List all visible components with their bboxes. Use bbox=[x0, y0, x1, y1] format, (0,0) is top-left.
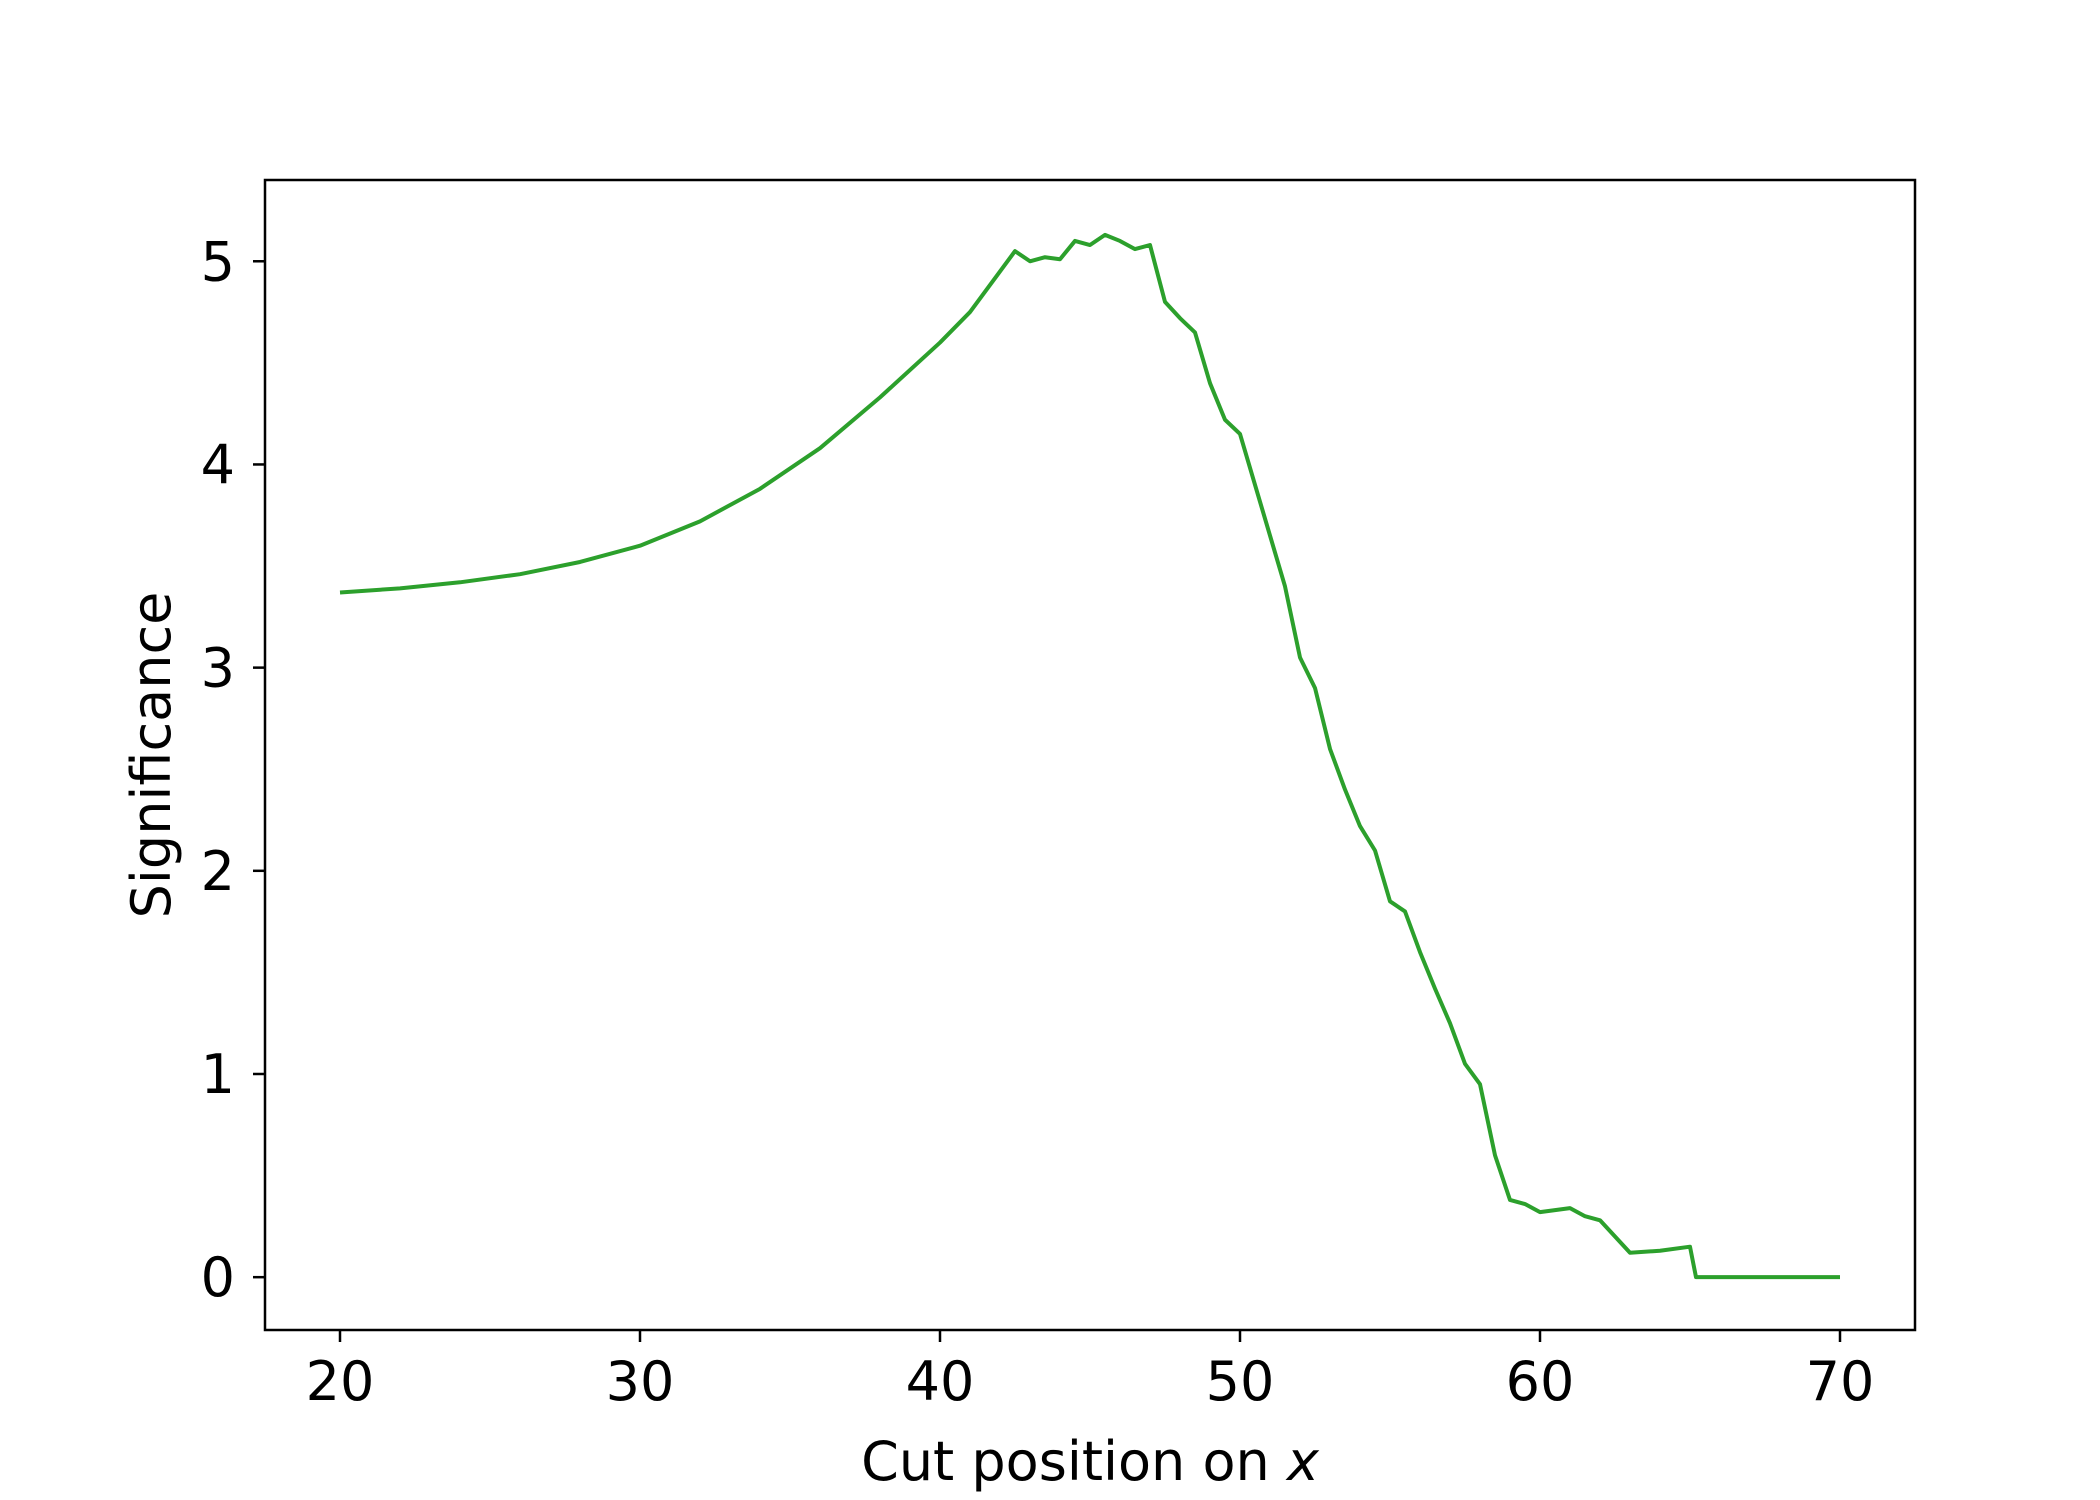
x-tick-label: 40 bbox=[906, 1350, 975, 1413]
y-tick-label: 0 bbox=[201, 1246, 235, 1309]
x-axis-ticks: 20 30 40 50 60 70 bbox=[306, 1330, 1875, 1413]
y-tick-label: 4 bbox=[201, 433, 235, 496]
y-axis-label: Significance bbox=[120, 592, 183, 919]
y-tick-label: 1 bbox=[201, 1043, 235, 1106]
x-tick-label: 60 bbox=[1506, 1350, 1575, 1413]
x-tick-label: 20 bbox=[306, 1350, 375, 1413]
x-tick-label: 70 bbox=[1806, 1350, 1875, 1413]
y-tick-label: 5 bbox=[201, 230, 235, 293]
y-tick-label: 3 bbox=[201, 637, 235, 700]
x-tick-label: 30 bbox=[606, 1350, 675, 1413]
y-tick-label: 2 bbox=[201, 840, 235, 903]
x-tick-label: 50 bbox=[1206, 1350, 1275, 1413]
x-axis-label: Cut position on x bbox=[861, 1430, 1320, 1493]
y-axis-ticks: 0 1 2 3 4 5 bbox=[201, 230, 265, 1309]
series-layer bbox=[339, 232, 1840, 1280]
series-line bbox=[339, 232, 1840, 1280]
plot-area bbox=[263, 178, 1917, 1332]
